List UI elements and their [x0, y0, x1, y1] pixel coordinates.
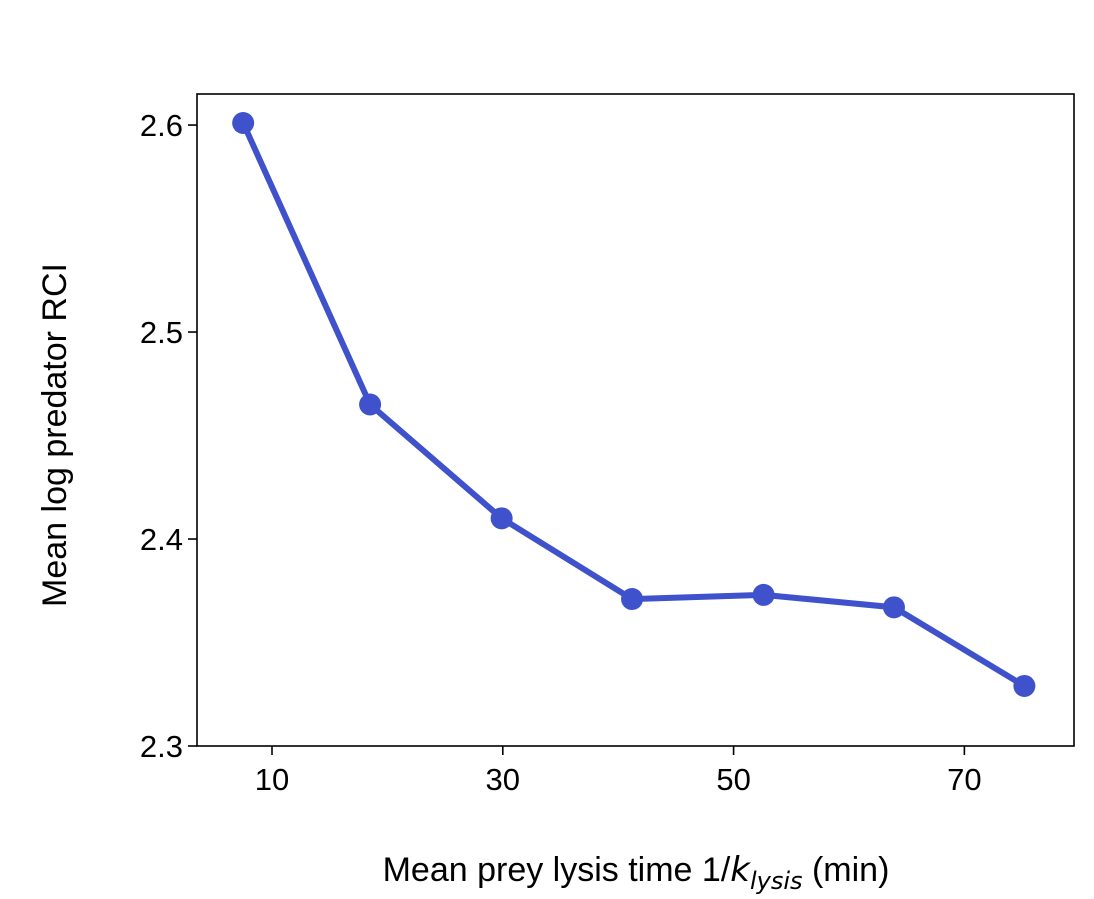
y-tick-label: 2.4 — [140, 522, 183, 557]
y-axis-ticks: 2.3 2.4 2.5 2.6 — [140, 108, 197, 764]
data-point — [882, 596, 905, 619]
data-point — [359, 393, 382, 416]
data-point — [490, 507, 513, 530]
x-axis-ticks: 10 30 50 70 — [255, 746, 982, 797]
x-tick-label: 70 — [947, 762, 981, 797]
x-tick-label: 10 — [255, 762, 289, 797]
data-point — [752, 583, 775, 606]
x-tick-label: 30 — [486, 762, 520, 797]
x-tick-label: 50 — [716, 762, 750, 797]
y-tick-label: 2.6 — [140, 108, 183, 143]
y-axis-title: Mean log predator RCI — [36, 263, 74, 607]
x-axis-title: Mean prey lysis time 1/klysis (min) — [383, 850, 890, 895]
series-group — [232, 111, 1036, 697]
data-point — [1013, 674, 1036, 697]
y-tick-label: 2.3 — [140, 729, 183, 764]
y-tick-label: 2.5 — [140, 315, 183, 350]
plot-frame — [196, 93, 1075, 747]
data-point — [232, 111, 255, 134]
data-point — [621, 588, 644, 611]
